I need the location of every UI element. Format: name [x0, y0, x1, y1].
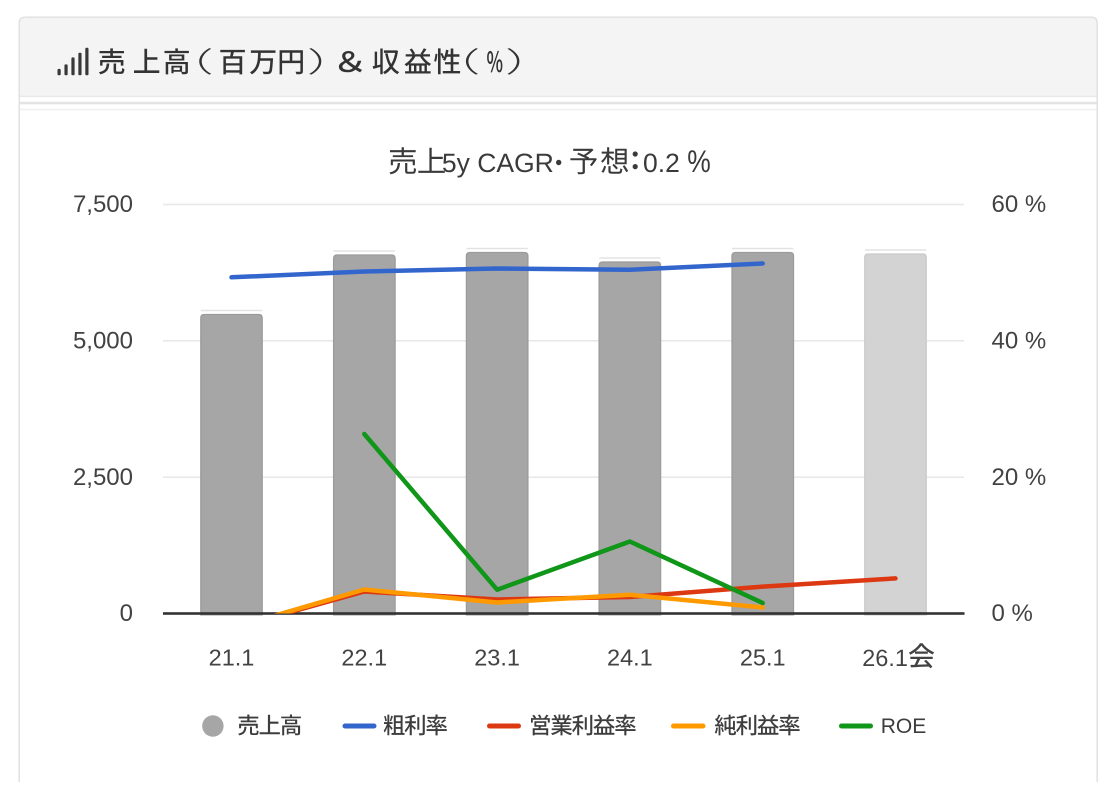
- svg-text:7,500: 7,500: [73, 191, 133, 218]
- svg-text:0 %: 0 %: [992, 600, 1033, 627]
- svg-text:40 %: 40 %: [992, 327, 1047, 354]
- svg-text:23.1: 23.1: [474, 645, 520, 671]
- svg-text:20 %: 20 %: [992, 464, 1047, 491]
- svg-text:0: 0: [120, 600, 133, 627]
- svg-text:22.1: 22.1: [341, 645, 387, 671]
- svg-text:24.1: 24.1: [607, 645, 653, 671]
- svg-text:ROE: ROE: [881, 715, 927, 738]
- svg-text:21.1: 21.1: [209, 645, 255, 671]
- svg-text:60 %: 60 %: [992, 191, 1047, 218]
- svg-text:5,000: 5,000: [73, 327, 133, 354]
- svg-text:2,500: 2,500: [73, 464, 133, 491]
- svg-text:25.1: 25.1: [740, 645, 786, 671]
